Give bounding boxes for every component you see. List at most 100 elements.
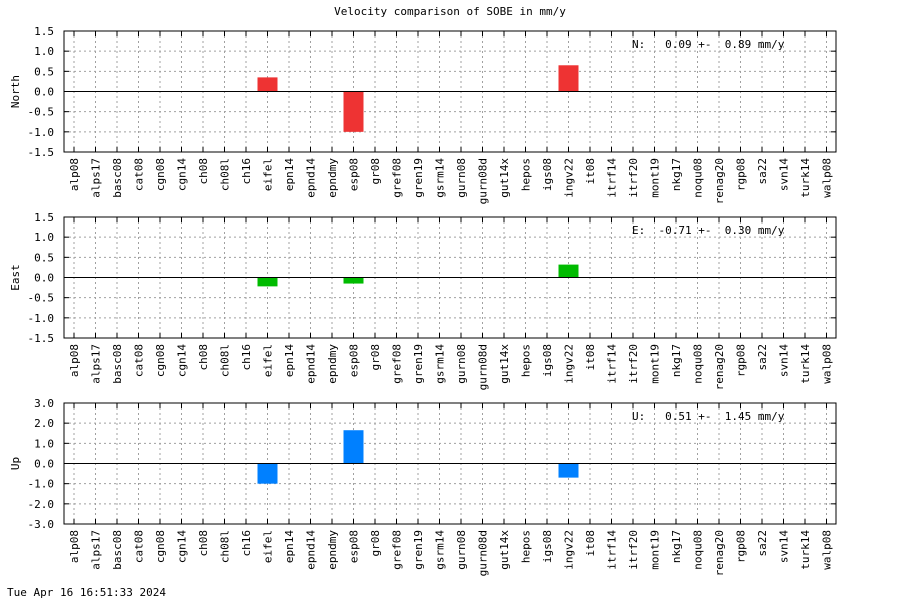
xtick-label: cgn08 (154, 530, 167, 563)
xtick-label: hepos (520, 158, 533, 191)
ytick-label: -3.0 (28, 518, 55, 531)
xtick-label: cgn08 (154, 158, 167, 191)
ytick-label: 0.5 (34, 65, 54, 78)
xtick-label: ch08 (197, 530, 210, 557)
xtick-label: alp08 (68, 158, 81, 191)
ytick-label: -0.5 (28, 106, 55, 119)
xtick-label: noqu08 (692, 530, 705, 570)
xtick-label: walp08 (821, 344, 834, 384)
bar-ingv22 (558, 463, 579, 478)
ytick-label: -1.5 (28, 146, 55, 159)
xtick-label: itrf20 (627, 344, 640, 384)
xtick-label: hepos (520, 344, 533, 377)
ytick-label: -1.0 (28, 312, 55, 325)
ytick-label: 3.0 (34, 397, 54, 410)
ytick-label: 2.0 (34, 417, 54, 430)
xtick-label: esp08 (348, 530, 361, 563)
plot-frame (63, 216, 837, 339)
bar-eifel (257, 77, 278, 92)
xtick-label: gref08 (391, 344, 404, 384)
plot-frame (63, 30, 837, 153)
xtick-label: gren19 (412, 344, 425, 384)
xtick-label: esp08 (348, 344, 361, 377)
bar-esp08 (343, 277, 364, 284)
ytick-label: -1.0 (28, 478, 55, 491)
xtick-label: cat08 (133, 530, 146, 563)
xtick-label: walp08 (821, 158, 834, 198)
xtick-label: ch08 (197, 158, 210, 185)
xtick-label: epnd14 (305, 344, 318, 384)
timestamp: Tue Apr 16 16:51:33 2024 (7, 586, 166, 599)
ytick-label: 1.0 (34, 231, 54, 244)
chart-title: Velocity comparison of SOBE in mm/y (334, 5, 566, 18)
xtick-label: svn14 (778, 530, 791, 563)
ytick-label: -2.0 (28, 498, 55, 511)
xtick-label: turk14 (799, 344, 812, 384)
xtick-label: nkg17 (670, 530, 683, 563)
xtick-label: gsrm14 (434, 344, 447, 384)
xtick-label: rgp08 (735, 530, 748, 563)
xtick-label: gurn08d (477, 344, 490, 390)
xtick-label: eifel (262, 344, 275, 377)
xtick-label: basc08 (111, 344, 124, 384)
ytick-label: 1.0 (34, 45, 54, 58)
ytick-label: 0.0 (34, 86, 54, 99)
bar-eifel (257, 463, 278, 484)
bar-ingv22 (558, 65, 579, 92)
xtick-label: epndmy (326, 158, 339, 198)
xtick-label: sa22 (756, 344, 769, 371)
plot-frame (63, 402, 837, 525)
xtick-label: gref08 (391, 158, 404, 198)
xtick-label: epn14 (283, 344, 296, 377)
xtick-label: gren19 (412, 158, 425, 198)
xtick-label: epn14 (283, 530, 296, 563)
xtick-label: renag20 (713, 158, 726, 204)
xtick-label: cat08 (133, 158, 146, 191)
xtick-label: turk14 (799, 158, 812, 198)
xtick-label: cgn14 (176, 530, 189, 563)
xtick-label: gurn08d (477, 158, 490, 204)
xtick-label: alps17 (90, 158, 103, 198)
xtick-label: ch16 (240, 158, 253, 185)
xtick-label: ch08l (219, 158, 232, 191)
xtick-label: noqu08 (692, 158, 705, 198)
xtick-label: cat08 (133, 344, 146, 377)
ytick-label: 1.0 (34, 437, 54, 450)
bar-ingv22 (558, 264, 579, 278)
xtick-label: gurn08d (477, 530, 490, 576)
xtick-label: walp08 (821, 530, 834, 570)
xtick-label: gr08 (369, 530, 382, 557)
ylabel: East (9, 264, 22, 291)
xtick-label: epnd14 (305, 158, 318, 198)
xtick-label: ch08l (219, 530, 232, 563)
xtick-label: mont19 (649, 344, 662, 384)
xtick-label: gsrm14 (434, 158, 447, 198)
xtick-label: epnd14 (305, 530, 318, 570)
ytick-label: 0.5 (34, 251, 54, 264)
xtick-label: sa22 (756, 530, 769, 557)
xtick-label: gsrm14 (434, 530, 447, 570)
xtick-label: gurn08 (455, 530, 468, 570)
xtick-label: ch16 (240, 530, 253, 557)
xtick-label: turk14 (799, 530, 812, 570)
stats-annotation: E: -0.71 +- 0.30 mm/y (632, 224, 785, 237)
xtick-label: it08 (584, 344, 597, 371)
stats-annotation: N: 0.09 +- 0.89 mm/y (632, 38, 785, 51)
xtick-label: alp08 (68, 344, 81, 377)
xtick-label: gut14x (498, 530, 511, 570)
xtick-label: it08 (584, 158, 597, 185)
xtick-label: ch16 (240, 344, 253, 371)
xtick-label: renag20 (713, 344, 726, 390)
xtick-label: basc08 (111, 530, 124, 570)
xtick-label: epndmy (326, 344, 339, 384)
ylabel: Up (9, 457, 22, 470)
xtick-label: gref08 (391, 530, 404, 570)
xtick-label: itrf14 (606, 344, 619, 384)
xtick-label: renag20 (713, 530, 726, 576)
xtick-label: ingv22 (563, 344, 576, 384)
xtick-label: rgp08 (735, 158, 748, 191)
ytick-label: 1.5 (34, 211, 54, 224)
xtick-label: gurn08 (455, 158, 468, 198)
